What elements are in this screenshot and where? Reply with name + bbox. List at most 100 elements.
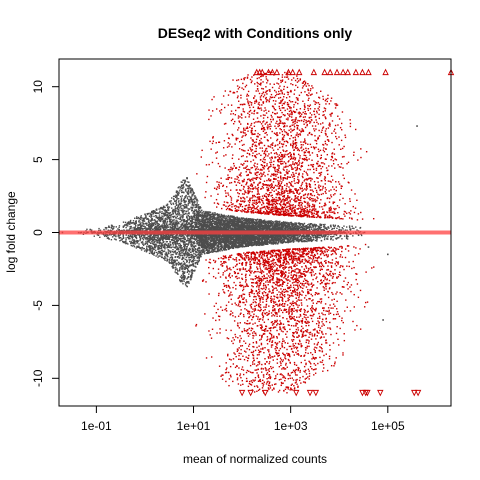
data-point — [149, 238, 152, 240]
data-point — [107, 237, 109, 239]
data-point — [127, 234, 130, 237]
data-point — [180, 223, 182, 226]
data-point — [150, 227, 152, 230]
data-point — [182, 241, 184, 243]
data-point — [203, 215, 205, 217]
data-point — [190, 222, 193, 224]
data-point — [146, 236, 148, 239]
data-point — [157, 212, 159, 214]
data-point — [138, 245, 140, 247]
data-point — [198, 212, 201, 214]
data-point — [320, 229, 322, 231]
data-point — [259, 236, 261, 238]
data-point — [180, 246, 182, 248]
data-point — [175, 253, 177, 255]
data-point — [240, 243, 243, 245]
data-point — [253, 228, 256, 230]
data-point — [138, 243, 140, 245]
data-point — [182, 264, 184, 266]
data-point — [105, 235, 108, 238]
data-point — [211, 229, 213, 231]
data-point — [181, 210, 183, 213]
data-point — [308, 228, 311, 231]
data-point — [173, 223, 175, 226]
data-point — [129, 228, 131, 230]
data-point — [185, 252, 187, 255]
data-point — [221, 239, 223, 241]
data-point — [310, 237, 312, 240]
data-point — [137, 217, 139, 220]
data-point — [163, 250, 166, 252]
data-point — [185, 210, 188, 213]
data-point — [181, 277, 183, 280]
data-point — [264, 238, 266, 240]
data-point — [208, 244, 210, 247]
data-point — [186, 285, 188, 288]
data-point — [243, 223, 246, 225]
data-point — [156, 226, 158, 228]
data-point — [225, 220, 227, 222]
data-point — [181, 247, 183, 249]
data-point — [206, 243, 208, 245]
data-point — [193, 218, 195, 220]
data-point — [179, 237, 182, 240]
data-point — [188, 215, 191, 218]
data-point — [136, 242, 138, 244]
data-point — [230, 227, 232, 230]
data-point — [227, 214, 230, 217]
data-point — [183, 268, 185, 270]
data-point — [164, 255, 166, 258]
data-point — [265, 229, 268, 231]
data-point — [185, 285, 188, 287]
data-point — [174, 261, 177, 263]
data-point — [180, 248, 182, 250]
data-point — [182, 184, 184, 187]
data-point — [179, 279, 181, 281]
data-point — [258, 235, 260, 238]
data-point — [204, 213, 207, 215]
data-point — [153, 222, 155, 224]
data-point — [346, 234, 348, 237]
data-point — [142, 217, 144, 220]
data-point — [291, 227, 293, 229]
data-point — [198, 239, 201, 242]
data-point — [346, 229, 348, 231]
data-point — [237, 242, 239, 245]
data-point — [284, 224, 287, 226]
data-point — [175, 252, 177, 254]
data-point — [117, 234, 120, 236]
data-point — [218, 215, 220, 217]
data-point — [197, 239, 199, 242]
data-point — [187, 200, 190, 203]
data-point — [145, 249, 147, 251]
data-point — [133, 246, 136, 248]
data-point — [155, 239, 157, 242]
data-point — [129, 222, 131, 224]
data-point — [132, 239, 134, 241]
data-point — [233, 236, 235, 239]
data-point — [184, 228, 186, 231]
data-point — [229, 227, 231, 229]
data-point — [223, 246, 225, 249]
data-point — [163, 215, 166, 217]
data-point — [157, 228, 159, 231]
data-point — [196, 248, 199, 250]
data-point — [225, 225, 228, 227]
data-point — [286, 224, 288, 227]
data-point — [177, 208, 180, 211]
y-axis-label: log fold change — [4, 191, 18, 273]
data-point — [158, 208, 160, 210]
data-point — [176, 238, 178, 241]
data-point — [205, 218, 208, 220]
data-point — [196, 218, 198, 221]
data-point — [287, 239, 290, 242]
data-point — [167, 238, 169, 240]
data-point — [126, 236, 129, 239]
data-point — [258, 218, 260, 221]
data-point — [145, 227, 148, 229]
data-point — [250, 222, 252, 224]
data-point — [130, 242, 132, 245]
data-point — [167, 237, 170, 239]
data-point — [301, 234, 304, 237]
data-point — [210, 250, 213, 252]
